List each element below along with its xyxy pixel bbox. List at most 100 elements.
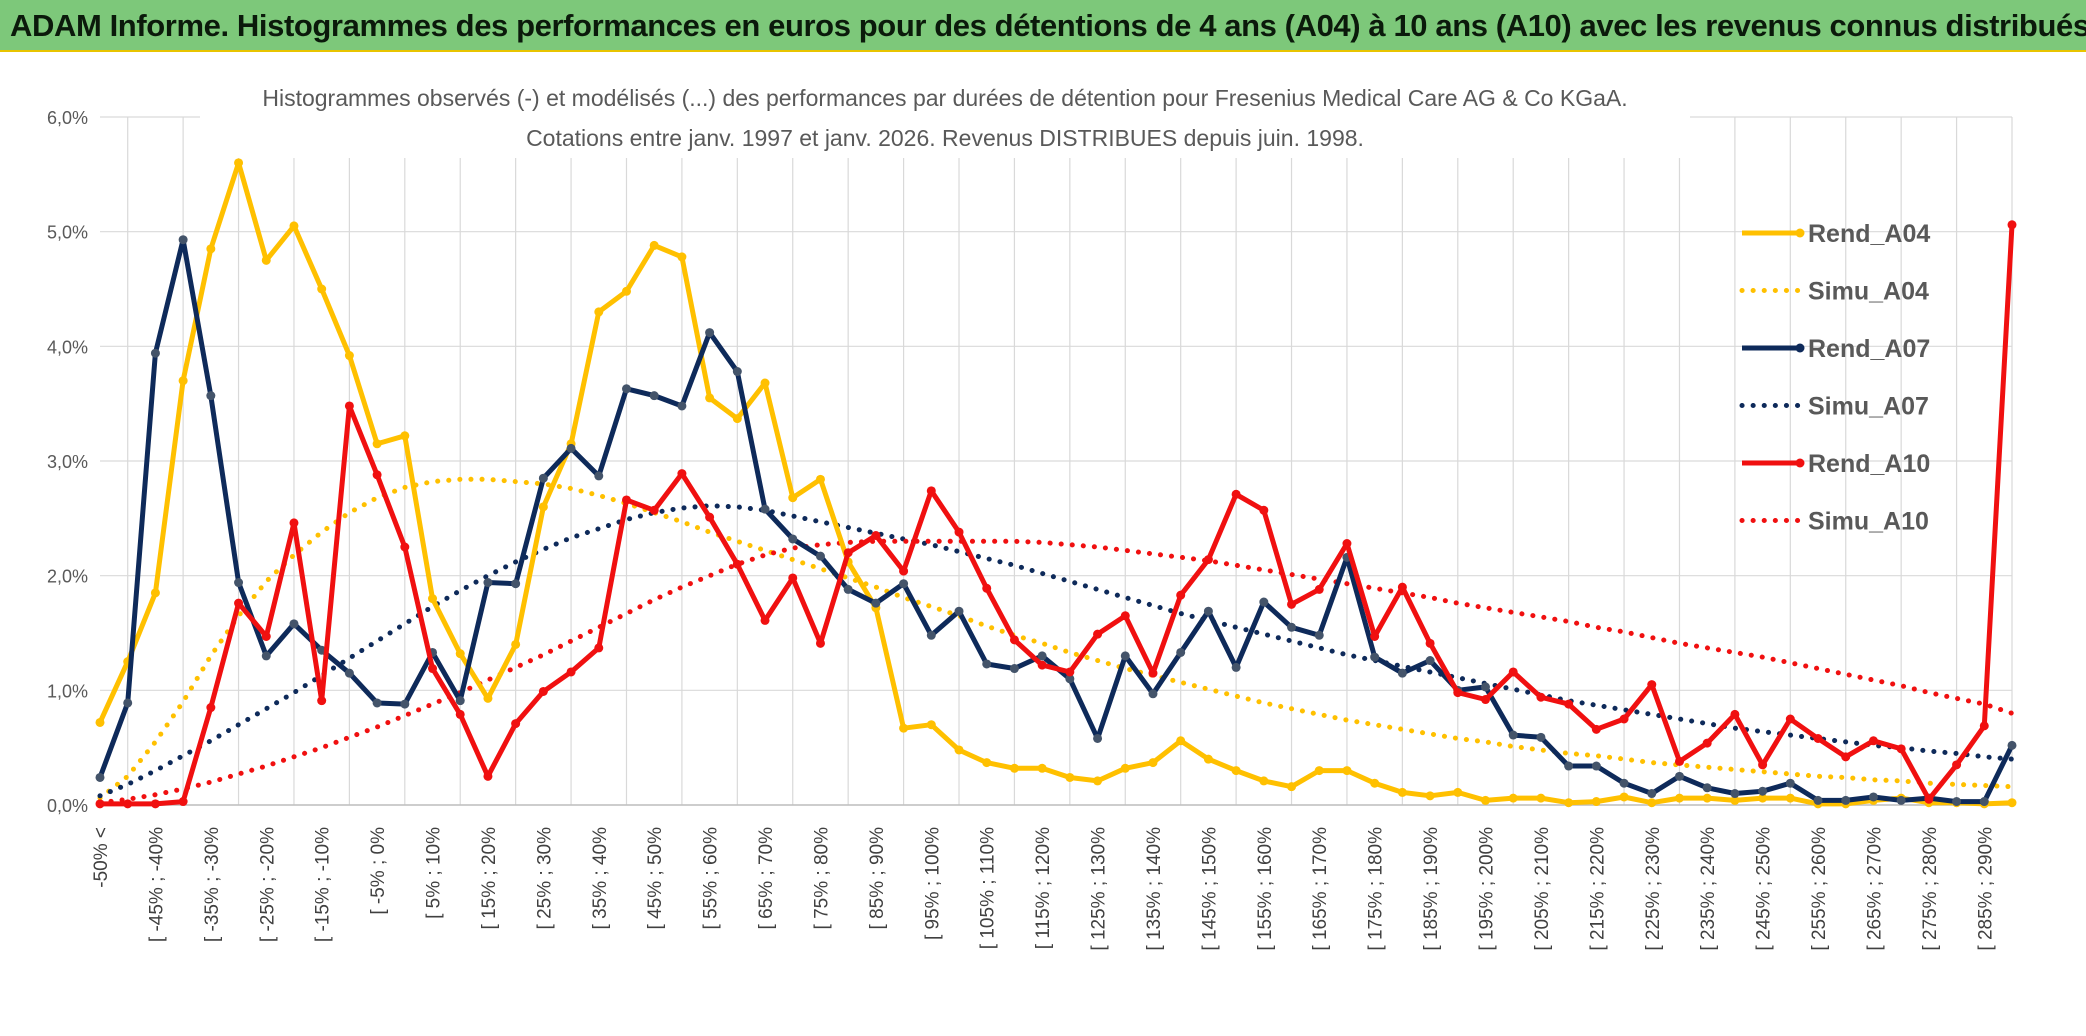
point-Rend_A10: [621, 495, 631, 505]
y-tick-label: 1,0%: [47, 681, 88, 701]
point-Rend_A10: [1342, 539, 1352, 549]
point-Rend_A07: [1508, 730, 1518, 740]
point-Rend_A10: [95, 799, 105, 809]
point-Rend_A07: [732, 367, 742, 377]
series-Rend_A10: [95, 220, 2017, 809]
x-tick-label: [ 75% ; 80%: [811, 827, 832, 930]
point-Rend_A07: [1868, 792, 1878, 802]
point-Rend_A07: [400, 699, 410, 709]
point-Rend_A04: [1785, 793, 1795, 803]
point-Rend_A10: [1785, 714, 1795, 724]
x-tick-label: [ 275% ; 280%: [1920, 827, 1941, 951]
point-Rend_A04: [1176, 736, 1186, 746]
point-Rend_A07: [1259, 597, 1269, 607]
y-tick-label: 5,0%: [47, 223, 88, 243]
point-Rend_A07: [1702, 783, 1712, 793]
line-Simu_A10: [97, 538, 2015, 806]
x-tick-label: [ 105% ; 110%: [978, 827, 999, 949]
x-tick-label: [ 45% ; 50%: [645, 827, 666, 930]
legend-item-Simu_A10: Simu_A10: [1739, 508, 1929, 536]
title-background: [200, 76, 1690, 158]
point-Rend_A04: [788, 493, 798, 503]
x-tick-label: [ 35% ; 40%: [590, 827, 611, 930]
y-axis: 0,0% 1,0% 2,0% 3,0% 4,0% 5,0% 6,0%: [47, 108, 88, 816]
legend-item-Rend_A10: Rend_A10: [1742, 450, 1930, 478]
point-Rend_A07: [2007, 740, 2017, 750]
point-Rend_A04: [150, 588, 160, 598]
point-Rend_A04: [1564, 798, 1574, 808]
point-Rend_A07: [1758, 786, 1768, 796]
x-tick-label: [ 225% ; 230%: [1643, 827, 1664, 951]
point-Rend_A10: [705, 512, 715, 522]
point-Rend_A10: [732, 559, 742, 569]
x-tick-label: [ 155% ; 160%: [1255, 827, 1276, 951]
point-Rend_A07: [1813, 795, 1823, 805]
point-Rend_A04: [1370, 778, 1380, 788]
point-Rend_A04: [649, 240, 659, 250]
x-tick-label: [ 205% ; 210%: [1532, 827, 1553, 951]
point-Rend_A10: [1093, 629, 1103, 639]
point-Rend_A10: [123, 799, 133, 809]
series-Simu_A07: [97, 503, 2015, 799]
legend-item-Rend_A07: Rend_A07: [1742, 335, 1930, 363]
point-Rend_A04: [621, 286, 631, 296]
point-Rend_A10: [788, 573, 798, 583]
point-Rend_A04: [400, 431, 410, 441]
point-Rend_A10: [178, 797, 188, 807]
point-Rend_A10: [871, 531, 881, 541]
point-Rend_A04: [1009, 763, 1019, 773]
point-Rend_A07: [483, 578, 493, 588]
y-tick-label: 2,0%: [47, 567, 88, 587]
point-Rend_A04: [372, 439, 382, 449]
point-Rend_A04: [1397, 787, 1407, 797]
point-Rend_A10: [1508, 667, 1518, 677]
point-Rend_A10: [1453, 688, 1463, 698]
point-Rend_A10: [261, 631, 271, 641]
point-Rend_A07: [1896, 795, 1906, 805]
point-Rend_A10: [1148, 668, 1158, 678]
point-Rend_A04: [511, 639, 521, 649]
point-Rend_A04: [1591, 797, 1601, 807]
point-Rend_A10: [317, 696, 327, 706]
x-tick-label: [ -5% ; 0%: [368, 827, 389, 915]
point-Rend_A07: [1287, 622, 1297, 632]
point-Rend_A10: [1841, 752, 1851, 762]
legend-marker: [1795, 458, 1805, 468]
point-Rend_A04: [178, 376, 188, 386]
point-Rend_A07: [289, 619, 299, 629]
legend-item-Rend_A04: Rend_A04: [1742, 220, 1930, 248]
line-Simu_A07: [97, 503, 2015, 799]
point-Rend_A10: [982, 583, 992, 593]
point-Rend_A04: [1536, 793, 1546, 803]
legend-marker: [1795, 343, 1805, 353]
point-Rend_A10: [1037, 660, 1047, 670]
point-Rend_A07: [1397, 668, 1407, 678]
chart-subtitle: Cotations entre janv. 1997 et janv. 2026…: [526, 125, 1364, 151]
chart-legend: Rend_A04 Simu_A04 Rend_A07 Simu_A07 Rend_A10…: [1739, 220, 1930, 536]
x-tick-label: [ -35% ; -30%: [202, 827, 223, 942]
point-Rend_A10: [1619, 714, 1629, 724]
point-Rend_A04: [954, 745, 964, 755]
point-Rend_A07: [1730, 789, 1740, 799]
point-Rend_A07: [1952, 797, 1962, 807]
point-Rend_A07: [1564, 761, 1574, 771]
x-tick-label: [ 55% ; 60%: [701, 827, 722, 930]
x-tick-label: [ 65% ; 70%: [756, 827, 777, 930]
point-Rend_A07: [372, 698, 382, 708]
point-Rend_A10: [1674, 756, 1684, 766]
point-Rend_A10: [1702, 738, 1712, 748]
point-Rend_A07: [511, 579, 521, 589]
point-Rend_A10: [1065, 667, 1075, 677]
x-tick-label: [ 185% ; 190%: [1421, 827, 1442, 951]
point-Rend_A10: [815, 638, 825, 648]
point-Rend_A07: [677, 401, 687, 411]
point-Rend_A07: [538, 473, 548, 483]
point-Rend_A10: [566, 667, 576, 677]
y-tick-label: 3,0%: [47, 452, 88, 472]
series-layer: [95, 158, 2017, 809]
point-Rend_A10: [1259, 505, 1269, 515]
point-Rend_A04: [1120, 763, 1130, 773]
point-Rend_A07: [206, 391, 216, 401]
point-Rend_A10: [1120, 611, 1130, 621]
point-Rend_A04: [344, 351, 354, 361]
